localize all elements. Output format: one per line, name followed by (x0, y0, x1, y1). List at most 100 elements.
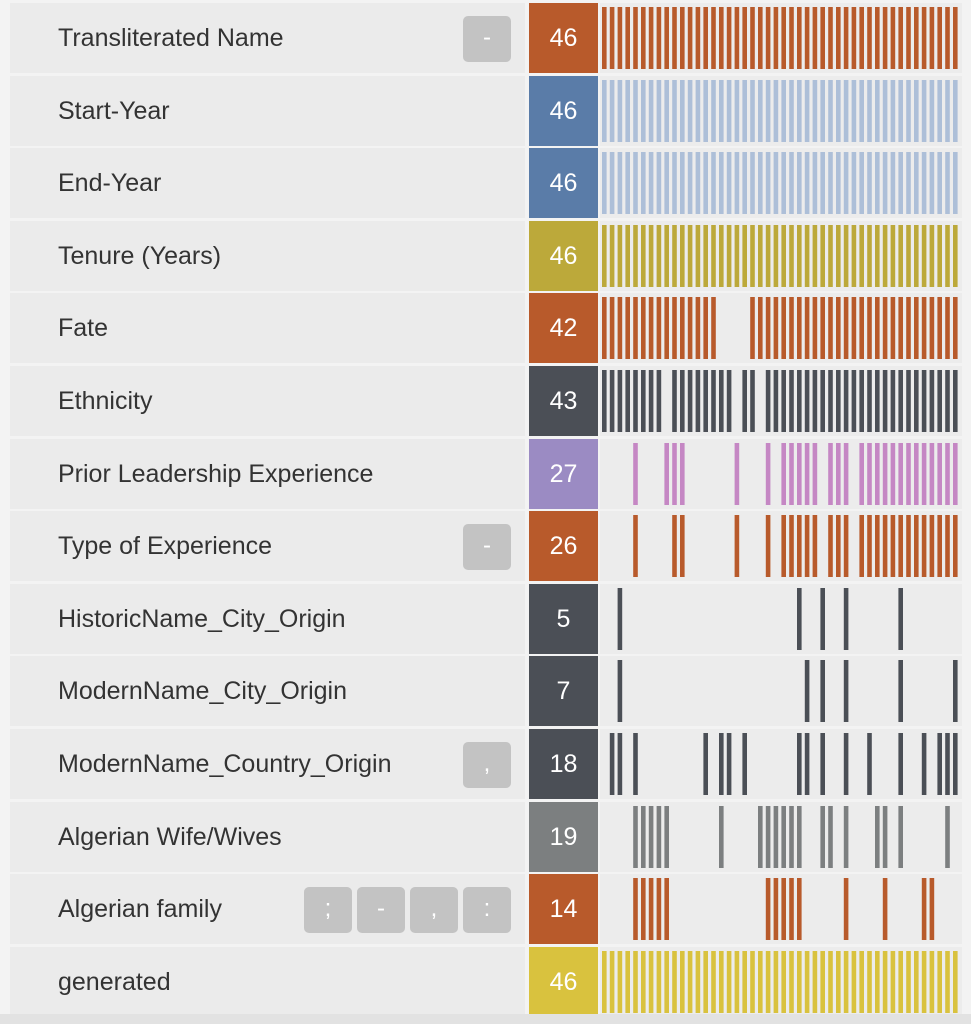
distribution-bar (656, 370, 662, 432)
column-row-algerian-family[interactable]: Algerian family; -,:14 (0, 874, 971, 945)
distribution-bar (617, 587, 623, 650)
distribution-bar (750, 297, 755, 360)
distribution-bar (945, 152, 950, 215)
separator-semicolon-button[interactable]: ; (304, 887, 352, 934)
distribution-bar (921, 297, 927, 360)
value-count-badge: 46 (529, 946, 598, 1017)
distribution-bar (898, 152, 903, 215)
distribution-bar (680, 224, 685, 287)
distribution-bar (820, 297, 825, 360)
column-row-transliterated-name[interactable]: Transliterated Name -46 (0, 3, 971, 73)
column-row-fate[interactable]: Fate 42 (0, 293, 971, 364)
distribution-bar (617, 733, 623, 795)
distribution-bar (602, 7, 607, 69)
distribution-bar (843, 152, 849, 215)
distribution-bar (898, 370, 903, 432)
distribution-strip (600, 3, 962, 73)
distribution-bar (820, 733, 825, 795)
column-row-algerian-wife-wives[interactable]: Algerian Wife/Wives 19 (0, 801, 971, 872)
distribution-bar (672, 370, 677, 432)
separator-comma-button[interactable]: , (463, 742, 511, 788)
distribution-bar (812, 7, 818, 69)
column-row-start-year[interactable]: Start-Year 46 (0, 75, 971, 146)
distribution-bar (664, 7, 669, 69)
value-count-badge: 19 (529, 801, 598, 872)
distribution-bar (898, 7, 903, 69)
distribution-bar (820, 79, 825, 142)
distribution-bar (641, 297, 646, 360)
distribution-bar (836, 442, 841, 505)
distribution-bar (750, 7, 755, 69)
distribution-bar (703, 152, 708, 215)
distribution-bar (758, 805, 763, 868)
distribution-bar (797, 79, 802, 142)
distribution-bar (664, 297, 669, 360)
separator-colon-button[interactable]: : (463, 887, 511, 934)
distribution-bar (609, 733, 615, 795)
distribution-bar (929, 224, 935, 287)
distribution-bar (656, 152, 662, 215)
separator-comma-button[interactable]: , (410, 887, 458, 934)
distribution-bar (680, 79, 685, 142)
distribution-bar (734, 79, 740, 142)
distribution-bar (781, 297, 786, 360)
distribution-bar (859, 442, 864, 505)
distribution-bar (898, 442, 903, 505)
distribution-bar (937, 152, 942, 215)
distribution-bar (773, 152, 779, 215)
distribution-bar (633, 733, 638, 795)
distribution-bar (750, 152, 755, 215)
distribution-bars (602, 297, 958, 360)
distribution-bar (890, 442, 896, 505)
distribution-bar (875, 805, 880, 868)
distribution-bar (906, 515, 911, 578)
distribution-bar (687, 152, 693, 215)
distribution-bar (758, 7, 763, 69)
column-row-historicname-city-origin[interactable]: HistoricName_City_Origin 5 (0, 583, 971, 654)
distribution-bar (836, 79, 841, 142)
distribution-bar (906, 79, 911, 142)
distribution-bar (937, 79, 942, 142)
separator-hyphen-button[interactable]: - (357, 887, 405, 934)
distribution-bar (828, 805, 833, 868)
column-row-prior-leadership-experience[interactable]: Prior Leadership Experience 27 (0, 438, 971, 509)
distribution-bar (719, 950, 724, 1013)
distribution-bar (602, 950, 607, 1013)
distribution-bar (953, 297, 958, 360)
distribution-bars (633, 805, 950, 868)
column-row-ethnicity[interactable]: Ethnicity 43 (0, 366, 971, 436)
distribution-bar (906, 152, 911, 215)
distribution-bar (625, 297, 630, 360)
distribution-bar (765, 152, 771, 215)
value-count-badge: 42 (529, 293, 598, 364)
distribution-strip (600, 366, 962, 436)
distribution-bar (953, 370, 958, 432)
column-row-type-of-experience[interactable]: Type of Experience -26 (0, 511, 971, 582)
distribution-bar (633, 297, 638, 360)
separator-hyphen-button[interactable]: - (463, 16, 511, 62)
distribution-bar (625, 950, 630, 1013)
column-row-generated[interactable]: generated 46 (0, 946, 971, 1017)
distribution-bar (695, 297, 701, 360)
distribution-bar (734, 152, 740, 215)
distribution-bar (929, 152, 935, 215)
distribution-bar (898, 79, 903, 142)
distribution-bar (602, 79, 607, 142)
value-count-badge: 5 (529, 583, 598, 654)
value-count-badge: 7 (529, 656, 598, 727)
value-count-badge: 18 (529, 729, 598, 799)
distribution-bar (617, 224, 623, 287)
distribution-bar (781, 878, 786, 941)
distribution-bar (820, 224, 825, 287)
column-row-end-year[interactable]: End-Year 46 (0, 148, 971, 219)
column-row-tenure-years[interactable]: Tenure (Years) 46 (0, 220, 971, 291)
distribution-bar (625, 224, 630, 287)
distribution-bar (867, 950, 872, 1013)
distribution-bar (890, 370, 896, 432)
column-row-modernname-country-origin[interactable]: ModernName_Country_Origin, 18 (0, 729, 971, 799)
distribution-bar (797, 733, 802, 795)
separator-hyphen-button[interactable]: - (463, 524, 511, 571)
distribution-bar (953, 224, 958, 287)
column-row-modernname-city-origin[interactable]: ModernName_City_Origin 7 (0, 656, 971, 727)
column-name: Start-Year (58, 96, 170, 125)
